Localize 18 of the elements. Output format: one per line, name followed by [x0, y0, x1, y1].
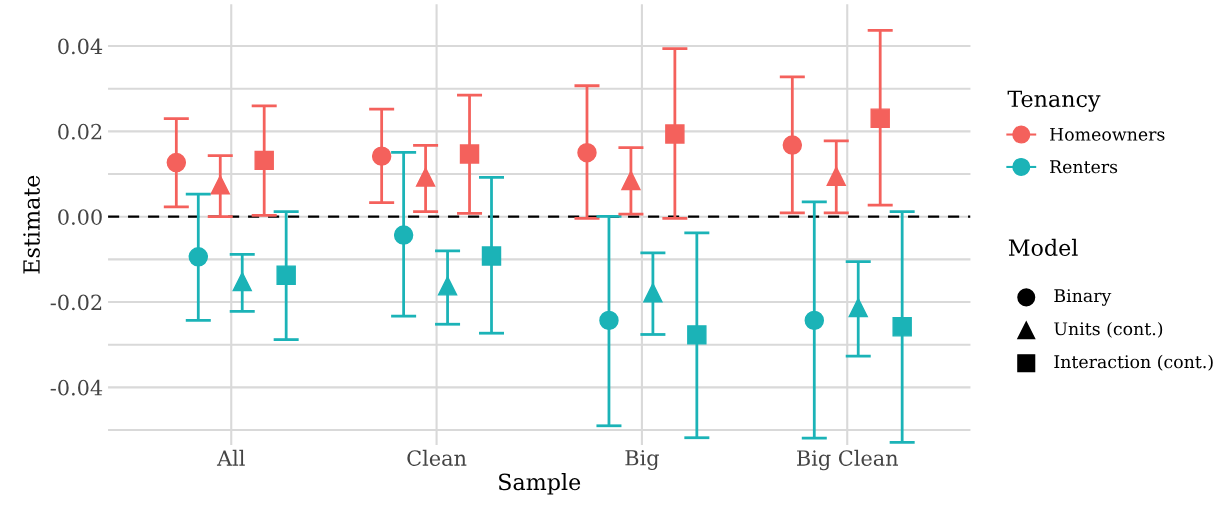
y-axis-title: Estimate [23, 175, 40, 274]
y-tick-label: 0.02 [58, 123, 102, 140]
x-axis-title: Sample [499, 473, 581, 495]
text: Interaction (cont.) [1054, 354, 1213, 371]
x-tick-label: Big Clean [797, 449, 899, 471]
x-tick-label: Clean [407, 449, 467, 466]
legend-label: Renters [1050, 160, 1118, 174]
y-tick-label: -0.02 [50, 294, 102, 311]
text: Model [1008, 238, 1078, 257]
x-tick-label: Big [625, 450, 659, 470]
legend-label: Homeowners [1050, 127, 1165, 141]
y-tick-label: 0.00 [58, 209, 102, 225]
y-tick-label: 0.04 [58, 38, 103, 55]
text: Binary [1054, 289, 1112, 306]
y-tick-label: -0.04 [50, 379, 103, 396]
text: Units (cont.) [1054, 321, 1163, 338]
legend-title: Tenancy [1007, 90, 1101, 112]
x-tick-label: All [216, 449, 245, 466]
